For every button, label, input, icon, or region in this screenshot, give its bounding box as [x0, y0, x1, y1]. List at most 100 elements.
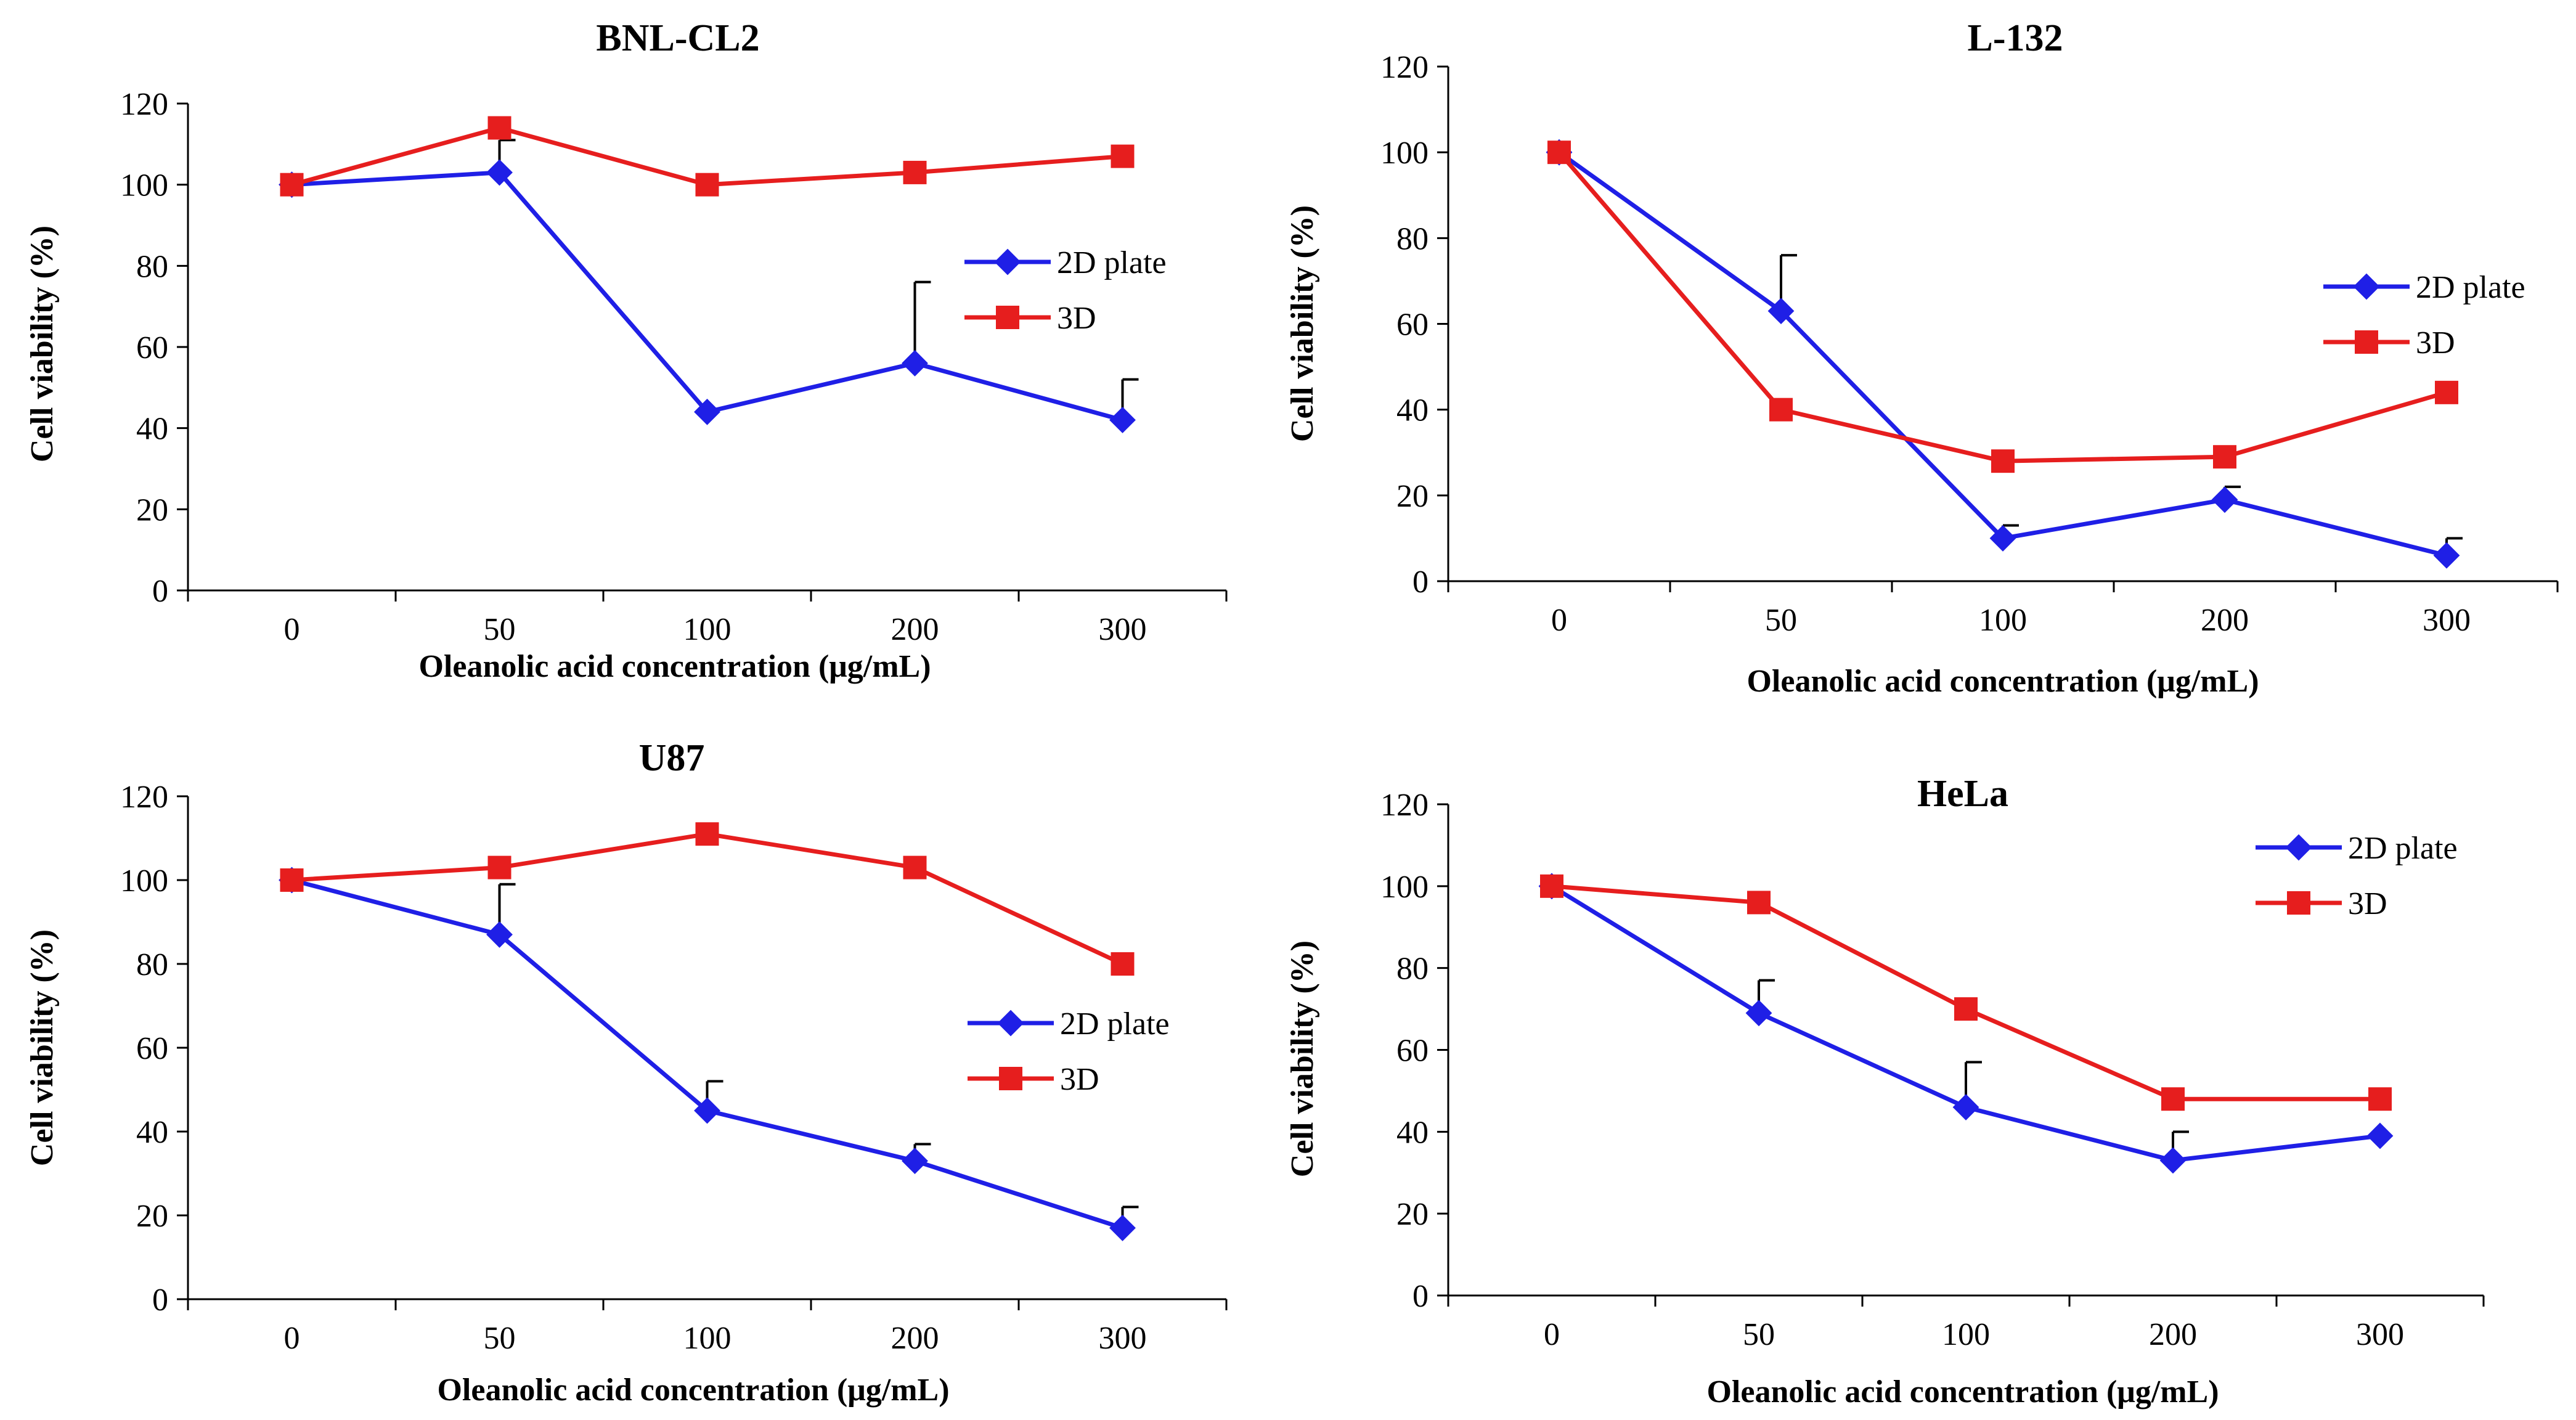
- legend-marker-2d-plate: [2353, 273, 2380, 300]
- x-tick-label: 200: [2201, 603, 2249, 638]
- data-point-3d-hela: [1540, 874, 1563, 898]
- panel-hela: HeLa Cell viability (%) Oleanolic acid c…: [1285, 773, 2485, 1410]
- x-tick-label: 100: [1979, 603, 2027, 638]
- x-tick-label: 200: [891, 1321, 939, 1356]
- data-point-3d-bnl-cl2: [903, 160, 927, 184]
- y-tick-label: 0: [152, 1283, 168, 1318]
- x-tick-label: 300: [2423, 603, 2471, 638]
- data-point-3d-u87: [695, 822, 719, 846]
- data-point-2d-plate-l-132: [2433, 542, 2460, 569]
- x-axis-label-hela: Oleanolic acid concentration (μg/mL): [1706, 1374, 2219, 1410]
- y-tick-label: 120: [120, 780, 168, 815]
- x-tick-label: 0: [284, 612, 300, 647]
- data-point-3d-u87: [903, 855, 927, 879]
- data-point-3d-l-132: [2435, 380, 2458, 404]
- data-point-2d-plate-u87: [486, 921, 513, 948]
- series-line-2d-plate-bnl-cl2: [291, 170, 1123, 422]
- legend-label-3d: 3D: [1057, 301, 1096, 336]
- x-tick-label: 50: [1765, 603, 1797, 638]
- x-tick-label: 100: [1942, 1317, 1990, 1352]
- legend-label-2d-plate: 2D plate: [1057, 245, 1167, 280]
- data-point-2d-plate-hela: [2366, 1122, 2394, 1149]
- chart-title-l-132: L-132: [1968, 17, 2063, 59]
- x-tick-label: 100: [683, 612, 732, 647]
- legend-l-132: 2D plate 3D: [2323, 270, 2525, 361]
- x-tick-label: 50: [484, 612, 516, 647]
- legend-marker-3d: [2287, 891, 2310, 915]
- y-tick-label: 120: [1380, 50, 1429, 85]
- data-point-3d-bnl-cl2: [280, 173, 304, 197]
- data-point-2d-plate-l-132: [1767, 298, 1795, 325]
- data-point-2d-plate-hela: [2159, 1147, 2187, 1174]
- data-point-2d-plate-bnl-cl2: [902, 349, 928, 377]
- x-tick-label: 300: [1099, 612, 1147, 647]
- y-tick-label: 120: [1380, 788, 1429, 823]
- data-point-2d-plate-bnl-cl2: [694, 398, 720, 425]
- x-axis-label-u87: Oleanolic acid concentration (μg/mL): [437, 1373, 949, 1408]
- panel-bnl-cl2: BNL-CL2 Cell viability (%) Oleanolic aci…: [25, 17, 1228, 684]
- plot-area-u87: 0 20 40 60 80 100 120 0 50 100 200 300 2D plate 3D: [120, 780, 1228, 1356]
- legend-marker-3d: [2355, 330, 2378, 354]
- plot-area-bnl-cl2: 0 20 40 60 80 100 120 0 50 100 200 300 2D plate 3D: [120, 87, 1228, 647]
- y-tick-label: 80: [1396, 221, 1429, 256]
- x-axis-label-l-132: Oleanolic acid concentration (μg/mL): [1747, 664, 2259, 699]
- x-tick-label: 0: [284, 1321, 300, 1356]
- legend-label-3d: 3D: [2348, 886, 2387, 921]
- legend-marker-2d-plate: [2285, 834, 2312, 861]
- plot-area-hela: 0 20 40 60 80 100 120 0 50 100 200 300 2D plate 3D: [1380, 788, 2485, 1352]
- x-tick-label: 200: [2149, 1317, 2197, 1352]
- data-point-2d-plate-l-132: [2211, 486, 2238, 513]
- data-point-2d-plate-l-132: [1989, 525, 2016, 552]
- y-tick-label: 0: [152, 574, 168, 609]
- x-tick-label: 0: [1551, 603, 1567, 638]
- panel-l-132: L-132 Cell viability (%) Oleanolic acid …: [1285, 17, 2559, 699]
- legend-marker-2d-plate: [994, 248, 1021, 275]
- data-point-3d-l-132: [2213, 445, 2236, 469]
- y-tick-label: 100: [120, 168, 168, 203]
- y-tick-label: 100: [1380, 136, 1429, 171]
- y-axis-label-hela: Cell viability (%): [1285, 941, 1320, 1177]
- plot-area-l-132: 0 20 40 60 80 100 120 0 50 100 200 300 2D plate 3D: [1380, 50, 2559, 638]
- chart-title-u87: U87: [639, 737, 705, 779]
- y-tick-label: 80: [1396, 952, 1429, 987]
- x-axis-label-bnl-cl2: Oleanolic acid concentration (μg/mL): [418, 649, 931, 684]
- data-point-2d-plate-hela: [1745, 1000, 1772, 1027]
- legend-label-3d: 3D: [2416, 325, 2455, 361]
- x-tick-label: 0: [1544, 1317, 1560, 1352]
- y-tick-label: 40: [1396, 393, 1429, 428]
- chart-title-bnl-cl2: BNL-CL2: [596, 17, 759, 59]
- y-tick-label: 100: [120, 863, 168, 899]
- data-point-2d-plate-bnl-cl2: [486, 159, 513, 186]
- y-tick-label: 40: [136, 1115, 168, 1150]
- y-tick-label: 60: [1396, 308, 1429, 343]
- series-line-3d-l-132: [1557, 150, 2447, 463]
- y-tick-label: 80: [136, 947, 168, 982]
- y-tick-label: 120: [120, 87, 168, 122]
- y-tick-label: 20: [136, 1199, 168, 1234]
- legend-bnl-cl2: 2D plate 3D: [964, 245, 1167, 336]
- y-tick-label: 20: [1396, 479, 1429, 514]
- legend-marker-2d-plate: [997, 1010, 1024, 1037]
- data-point-2d-plate-u87: [902, 1148, 928, 1175]
- chart-title-hela: HeLa: [1917, 773, 2008, 815]
- x-tick-label: 50: [484, 1321, 516, 1356]
- legend-u87: 2D plate 3D: [968, 1006, 1170, 1097]
- data-point-2d-plate-hela: [1952, 1094, 1979, 1120]
- panel-u87: U87 Cell viability (%) Oleanolic acid co…: [25, 737, 1228, 1408]
- legend-hela: 2D plate 3D: [2256, 831, 2458, 921]
- legend-label-2d-plate: 2D plate: [2348, 831, 2458, 866]
- y-tick-label: 20: [1396, 1197, 1429, 1232]
- legend-marker-3d: [996, 306, 1019, 329]
- x-tick-label: 300: [2356, 1317, 2404, 1352]
- x-tick-label: 200: [891, 612, 939, 647]
- y-axis-label-bnl-cl2: Cell viability (%): [25, 226, 60, 462]
- data-point-3d-hela: [2368, 1087, 2392, 1111]
- data-point-3d-u87: [280, 868, 304, 892]
- x-tick-label: 50: [1743, 1317, 1775, 1352]
- legend-label-2d-plate: 2D plate: [2416, 270, 2525, 305]
- x-tick-label: 300: [1099, 1321, 1147, 1356]
- y-axis-label-l-132: Cell viability (%): [1285, 205, 1320, 442]
- data-point-3d-u87: [487, 855, 512, 879]
- y-tick-label: 20: [136, 492, 168, 528]
- y-tick-label: 60: [1396, 1034, 1429, 1069]
